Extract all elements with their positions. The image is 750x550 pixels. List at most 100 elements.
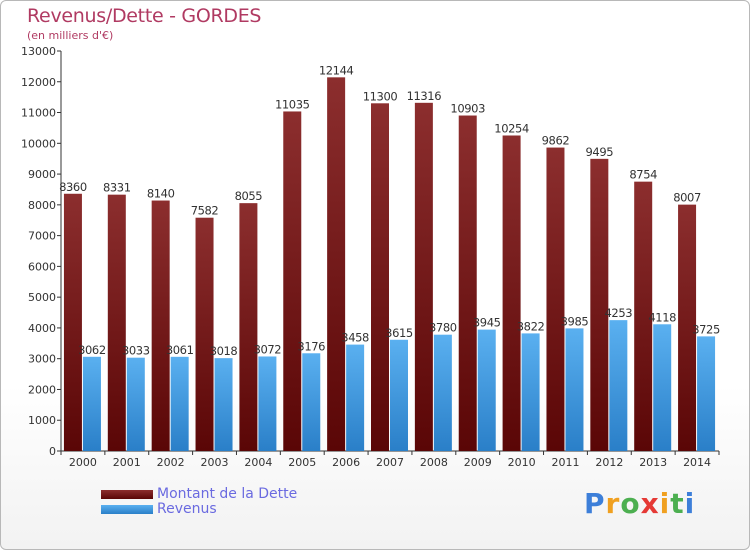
value-label-revenus: 4253 bbox=[604, 306, 632, 320]
logo-letter: t bbox=[670, 487, 685, 520]
bar-debt bbox=[151, 200, 170, 451]
y-tick-label: 4000 bbox=[28, 322, 56, 335]
chart-bars bbox=[63, 77, 716, 452]
x-tick-label: 2012 bbox=[595, 456, 623, 469]
value-label-revenus: 3458 bbox=[341, 331, 369, 345]
value-label-debt: 12144 bbox=[319, 63, 354, 77]
bar-debt bbox=[327, 77, 346, 451]
value-label-debt: 8360 bbox=[59, 180, 87, 194]
value-label-revenus: 3945 bbox=[473, 316, 501, 330]
bar-debt bbox=[283, 111, 302, 451]
legend-label-revenus: Revenus bbox=[157, 501, 217, 517]
bar-debt bbox=[239, 203, 258, 451]
value-label-revenus: 3018 bbox=[210, 344, 238, 358]
bar-revenus bbox=[82, 356, 101, 451]
x-tick-label: 2010 bbox=[508, 456, 536, 469]
value-label-debt: 8007 bbox=[673, 191, 701, 205]
logo-letter: r bbox=[605, 487, 621, 520]
proxiti-logo: Proxiti bbox=[584, 487, 695, 520]
logo-letter: x bbox=[640, 487, 660, 520]
x-tick-label: 2009 bbox=[464, 456, 492, 469]
y-tick-label: 7000 bbox=[28, 230, 56, 243]
bar-revenus bbox=[346, 344, 365, 451]
legend-swatch-revenus bbox=[101, 505, 153, 514]
value-label-debt: 7582 bbox=[191, 204, 219, 218]
value-label-revenus: 3176 bbox=[297, 339, 325, 353]
value-label-revenus: 3822 bbox=[517, 319, 545, 333]
bar-revenus bbox=[653, 324, 672, 451]
bar-revenus bbox=[477, 329, 496, 451]
value-label-revenus: 3615 bbox=[385, 326, 413, 340]
x-tick-label: 2013 bbox=[639, 456, 667, 469]
bar-revenus bbox=[521, 333, 540, 451]
logo-letter: i bbox=[659, 487, 671, 520]
logo-letter: P bbox=[584, 487, 606, 520]
logo-letter: i bbox=[684, 487, 696, 520]
x-tick-label: 2005 bbox=[288, 456, 316, 469]
x-tick-label: 2014 bbox=[683, 456, 711, 469]
bar-revenus bbox=[126, 357, 145, 451]
bar-debt bbox=[502, 135, 521, 451]
value-label-revenus: 3985 bbox=[561, 314, 589, 328]
bar-debt bbox=[458, 115, 477, 452]
bar-debt bbox=[590, 158, 609, 451]
bar-debt bbox=[546, 147, 565, 452]
y-tick-label: 13000 bbox=[21, 45, 56, 58]
bar-debt bbox=[414, 102, 433, 452]
legend-label-debt: Montant de la Dette bbox=[157, 486, 298, 502]
bar-debt bbox=[107, 194, 126, 451]
value-label-revenus: 3061 bbox=[166, 343, 194, 357]
y-tick-label: 2000 bbox=[28, 383, 56, 396]
value-label-debt: 9495 bbox=[585, 145, 613, 159]
bar-revenus bbox=[214, 358, 233, 451]
bar-debt bbox=[63, 193, 82, 451]
value-label-debt: 11300 bbox=[363, 89, 398, 103]
value-label-revenus: 3780 bbox=[429, 321, 457, 335]
y-tick-label: 0 bbox=[49, 445, 56, 458]
y-tick-label: 9000 bbox=[28, 168, 56, 181]
bar-debt bbox=[634, 181, 653, 451]
value-label-debt: 8055 bbox=[235, 189, 263, 203]
value-label-debt: 11316 bbox=[407, 89, 442, 103]
bar-debt bbox=[195, 217, 214, 451]
y-tick-label: 10000 bbox=[21, 137, 56, 150]
y-tick-label: 11000 bbox=[21, 107, 56, 120]
legend-swatch-debt bbox=[101, 490, 153, 499]
value-label-revenus: 3033 bbox=[122, 344, 150, 358]
bar-revenus bbox=[565, 328, 584, 451]
x-tick-label: 2011 bbox=[551, 456, 579, 469]
y-tick-label: 6000 bbox=[28, 260, 56, 273]
value-label-revenus: 4118 bbox=[648, 310, 676, 324]
value-label-revenus: 3725 bbox=[692, 322, 720, 336]
y-tick-label: 12000 bbox=[21, 76, 56, 89]
y-tick-label: 5000 bbox=[28, 291, 56, 304]
chart-title: Revenus/Dette - GORDES bbox=[27, 5, 262, 27]
bar-revenus bbox=[170, 356, 189, 451]
x-tick-label: 2006 bbox=[332, 456, 360, 469]
x-tick-label: 2001 bbox=[113, 456, 141, 469]
bar-revenus bbox=[258, 356, 277, 451]
logo-letter: o bbox=[620, 487, 641, 520]
x-tick-label: 2002 bbox=[157, 456, 185, 469]
bar-revenus bbox=[609, 320, 628, 451]
x-tick-label: 2004 bbox=[244, 456, 272, 469]
value-label-debt: 8140 bbox=[147, 187, 175, 201]
value-label-debt: 10254 bbox=[494, 121, 529, 135]
bar-debt bbox=[371, 103, 389, 452]
x-tick-label: 2000 bbox=[69, 456, 97, 469]
y-tick-label: 8000 bbox=[28, 199, 56, 212]
x-tick-label: 2007 bbox=[376, 456, 404, 469]
value-label-debt: 11035 bbox=[275, 97, 310, 111]
chart-subtitle: (en milliers d'€) bbox=[27, 29, 114, 42]
bar-debt bbox=[678, 204, 697, 451]
value-label-debt: 8331 bbox=[103, 181, 131, 195]
value-label-debt: 9862 bbox=[542, 134, 570, 148]
bar-revenus bbox=[390, 339, 408, 451]
bar-revenus bbox=[433, 334, 452, 451]
value-label-debt: 10903 bbox=[450, 102, 485, 116]
value-label-debt: 8754 bbox=[629, 168, 657, 182]
value-label-revenus: 3072 bbox=[254, 342, 282, 356]
bar-revenus bbox=[697, 336, 716, 451]
